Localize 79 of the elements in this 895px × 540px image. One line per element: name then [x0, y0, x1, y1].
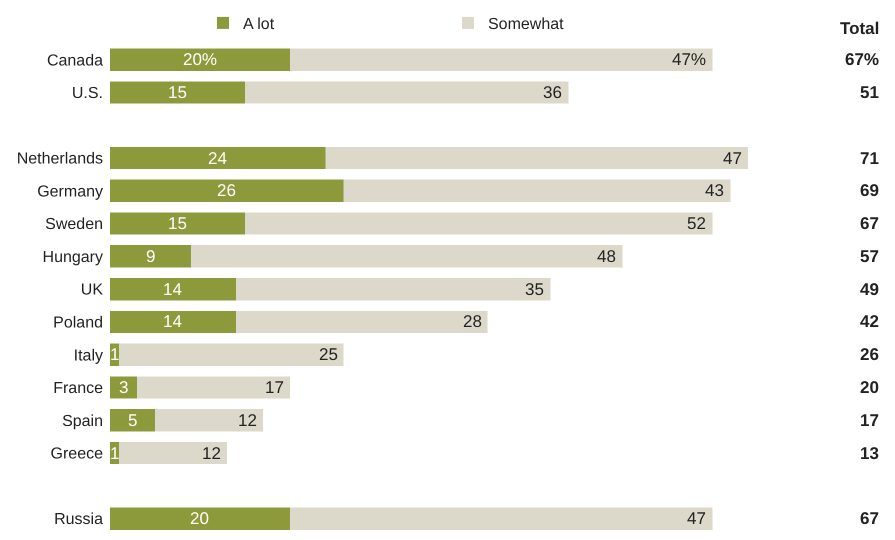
- data-label: 15: [168, 214, 187, 233]
- data-label: 24: [208, 149, 227, 168]
- data-label: 20%: [183, 50, 218, 69]
- data-label: 12: [238, 411, 257, 430]
- data-label: 14: [163, 280, 182, 299]
- data-label: 28: [463, 312, 482, 331]
- data-label: 15: [168, 83, 187, 102]
- bar: [236, 310, 488, 334]
- text: 69: [860, 181, 879, 200]
- bar: [110, 376, 137, 399]
- data-label: 14: [163, 312, 182, 331]
- text: Total: [840, 19, 880, 38]
- bar: [110, 81, 245, 104]
- y-tick-label: U.S.: [72, 85, 103, 102]
- legend-label: Somewhat: [488, 16, 564, 34]
- y-tick-label: Netherlands: [16, 150, 103, 168]
- y-tick-label: Russia: [54, 511, 104, 528]
- text: 67: [860, 509, 879, 528]
- bar: [244, 212, 712, 235]
- y-tick-label: UK: [80, 282, 104, 299]
- bar: [136, 376, 290, 399]
- data-label: 36: [543, 83, 562, 102]
- data-label: 26: [217, 181, 236, 200]
- bar: [110, 180, 344, 202]
- y-tick-label: Poland: [53, 314, 103, 332]
- bar: [110, 409, 155, 432]
- text: 26: [860, 345, 879, 364]
- bar: [244, 81, 568, 104]
- data-label: 47%: [672, 50, 706, 69]
- text: 49: [860, 280, 879, 299]
- bar: [290, 48, 712, 71]
- y-tick-label: Hungary: [42, 248, 103, 266]
- bar: [290, 507, 712, 530]
- text: 20: [860, 378, 879, 397]
- bar: [190, 245, 622, 268]
- data-label: 43: [705, 181, 724, 200]
- y-tick-label: Italy: [74, 347, 103, 364]
- bar: [118, 442, 227, 464]
- y-tick-label: France: [53, 380, 104, 398]
- text: 42: [860, 312, 879, 331]
- data-label: 47: [687, 509, 706, 528]
- data-label: 47: [723, 149, 742, 168]
- data-label: 52: [687, 214, 706, 233]
- text: 71: [860, 149, 879, 168]
- y-tick-label: Canada: [46, 52, 104, 70]
- bar: [236, 278, 550, 300]
- bar: [154, 409, 263, 432]
- data-label: 20: [190, 509, 209, 528]
- bar: [110, 507, 290, 530]
- data-label: 9: [146, 247, 156, 266]
- y-tick-label: Spain: [62, 412, 103, 430]
- bar: [326, 146, 748, 170]
- bar: [344, 180, 730, 202]
- legend-label: A lot: [243, 16, 275, 34]
- text: 67: [860, 214, 879, 233]
- bar: [118, 344, 344, 366]
- text: 51: [860, 83, 879, 102]
- y-tick-label: Greece: [50, 446, 104, 463]
- text: 17: [860, 411, 879, 430]
- bar: [110, 48, 290, 71]
- y-tick-label: Sweden: [45, 216, 103, 234]
- data-label: 12: [202, 444, 221, 463]
- bar: [110, 310, 236, 334]
- data-label: 3: [119, 378, 128, 397]
- text: 67%: [845, 50, 880, 69]
- bar: [110, 245, 191, 268]
- data-label: 1: [110, 444, 120, 463]
- data-label: 17: [265, 378, 284, 397]
- text: 57: [860, 247, 879, 266]
- data-label: 1: [110, 345, 120, 364]
- data-label: 48: [597, 247, 616, 266]
- y-tick-label: Germany: [37, 183, 103, 200]
- text: 13: [860, 444, 879, 463]
- bar: [110, 212, 245, 235]
- data-label: 25: [319, 345, 338, 364]
- bar: [110, 146, 326, 170]
- data-label: 35: [525, 280, 544, 299]
- data-label: 5: [128, 411, 138, 430]
- bar: [110, 278, 236, 300]
